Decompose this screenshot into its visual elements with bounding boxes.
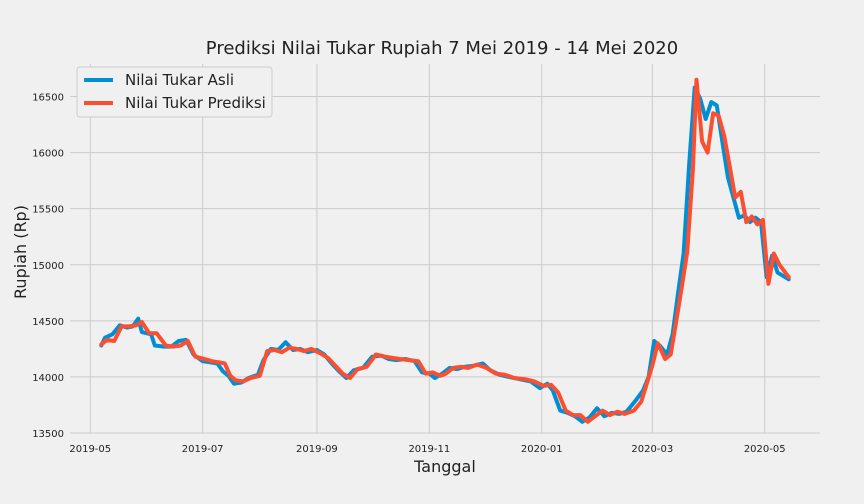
x-tick-labels: 2019-05 2019-07 2019-09 2019-11 2020-01 2020-… [69, 444, 785, 455]
x-axis-label: Tanggal [413, 457, 476, 476]
legend-label-1: Nilai Tukar Asli [125, 71, 234, 89]
y-axis-label: Rupiah (Rp) [11, 205, 30, 299]
y-tick-label: 16500 [32, 93, 64, 104]
x-tick-label: 2019-11 [408, 444, 450, 455]
series-line-2 [99, 77, 791, 424]
y-tick-label: 14500 [32, 317, 64, 328]
x-tick-label: 2019-07 [182, 444, 224, 455]
x-tick-label: 2020-01 [521, 444, 563, 455]
legend-box [76, 66, 273, 118]
y-tick-label: 16000 [32, 149, 64, 160]
y-tick-labels: 13500 14000 14500 15000 15500 16000 16500 [32, 93, 64, 440]
series-lines [99, 77, 791, 424]
x-tick-label: 2020-03 [631, 444, 673, 455]
legend: Nilai Tukar Asli Nilai Tukar Prediksi [76, 66, 273, 118]
x-tick-label: 2019-05 [69, 444, 111, 455]
y-tick-label: 13500 [32, 429, 64, 440]
legend-label-2: Nilai Tukar Prediksi [125, 94, 266, 112]
y-tick-label: 15500 [32, 205, 64, 216]
chart-title: Prediksi Nilai Tukar Rupiah 7 Mei 2019 -… [206, 38, 678, 59]
x-tick-label: 2019-09 [296, 444, 338, 455]
y-tick-label: 14000 [32, 373, 64, 384]
x-tick-label: 2020-05 [744, 444, 786, 455]
y-tick-label: 15000 [32, 261, 64, 272]
